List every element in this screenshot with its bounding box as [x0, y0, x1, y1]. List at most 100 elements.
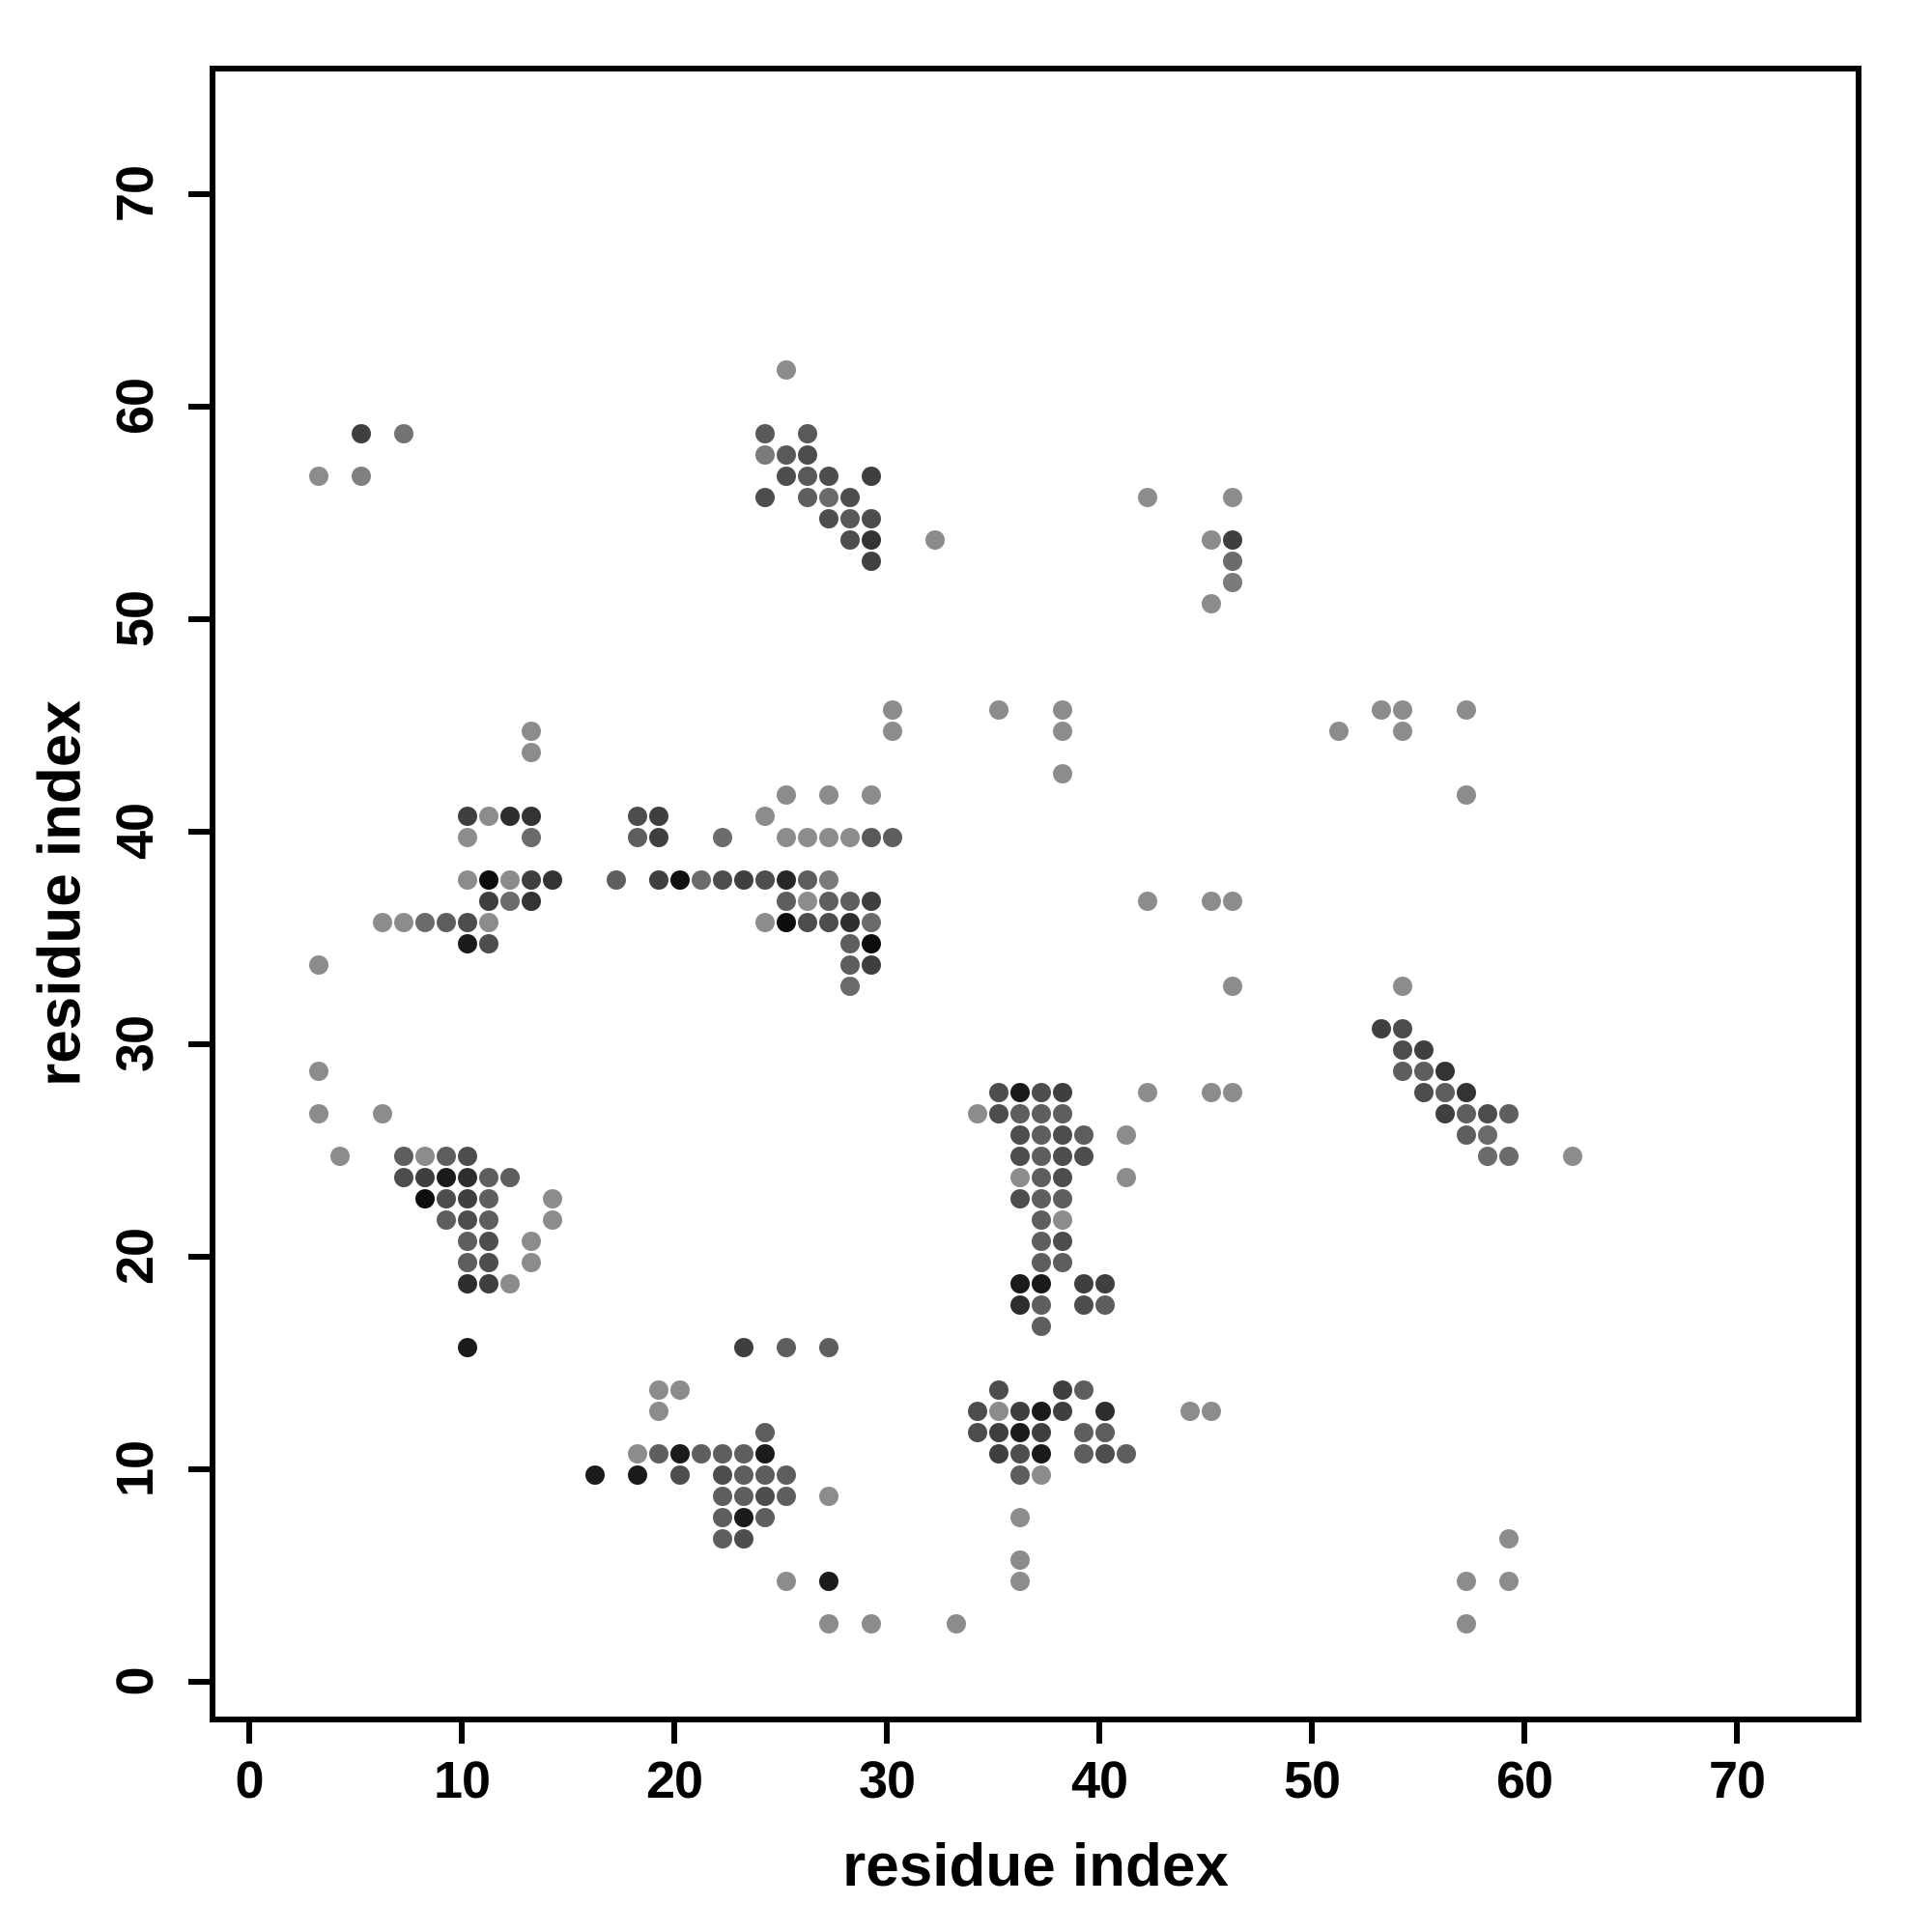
- contact-point: [1372, 700, 1391, 720]
- y-axis-tick-mark: [188, 404, 210, 410]
- contact-point: [862, 467, 881, 486]
- contact-point: [777, 467, 796, 486]
- contact-point: [1138, 1083, 1157, 1102]
- contact-point: [309, 955, 328, 975]
- contact-point: [755, 445, 775, 465]
- contact-point: [1478, 1147, 1497, 1166]
- contact-point: [437, 1168, 456, 1187]
- contact-point: [883, 828, 902, 847]
- contact-point: [1074, 1380, 1094, 1400]
- contact-point: [522, 743, 541, 762]
- contact-point: [1010, 1168, 1030, 1187]
- contact-point: [479, 1210, 498, 1230]
- contact-point: [819, 1338, 838, 1357]
- contact-point: [1223, 1083, 1242, 1102]
- contact-point: [1499, 1147, 1519, 1166]
- contact-point: [479, 1232, 498, 1251]
- contact-point: [840, 955, 860, 975]
- contact-point: [1032, 1402, 1051, 1421]
- contact-point: [819, 1614, 838, 1634]
- y-axis-tick-label: 70: [106, 165, 164, 223]
- contact-point: [1010, 1189, 1030, 1208]
- contact-point: [373, 913, 392, 932]
- x-axis-title: residue index: [842, 1833, 1229, 1899]
- contact-point: [394, 424, 413, 443]
- contact-point: [1435, 1083, 1455, 1102]
- x-axis-tick-label: 40: [1070, 1751, 1128, 1809]
- contact-point: [1053, 1168, 1072, 1187]
- contact-point: [1053, 1147, 1072, 1166]
- x-axis-tick-mark: [671, 1722, 677, 1744]
- contact-point: [989, 1104, 1009, 1123]
- contact-point: [862, 785, 881, 805]
- contact-point: [1010, 1125, 1030, 1145]
- contact-point: [1010, 1083, 1030, 1102]
- contact-point: [479, 892, 498, 911]
- contact-point: [458, 1274, 477, 1293]
- contact-point: [415, 913, 435, 932]
- contact-point: [1053, 700, 1072, 720]
- contact-point: [649, 1444, 668, 1463]
- y-axis-tick-label: 20: [106, 1228, 164, 1286]
- contact-point: [777, 785, 796, 805]
- contact-point: [862, 892, 881, 911]
- contact-point: [862, 828, 881, 847]
- y-axis-tick-label: 50: [106, 590, 164, 648]
- contact-point: [755, 1423, 775, 1442]
- contact-point: [713, 1444, 732, 1463]
- contact-point: [1095, 1274, 1115, 1293]
- contact-point: [862, 530, 881, 550]
- contact-point: [755, 807, 775, 826]
- contact-point: [777, 1487, 796, 1506]
- contact-point: [755, 1465, 775, 1485]
- contact-point: [330, 1147, 350, 1166]
- contact-point: [1202, 1402, 1221, 1421]
- contact-point: [1074, 1274, 1094, 1293]
- contact-point: [1202, 594, 1221, 613]
- x-axis-tick-label: 70: [1708, 1751, 1766, 1809]
- y-axis-tick-mark: [188, 829, 210, 835]
- x-axis-tick-mark: [884, 1722, 890, 1744]
- contact-point: [819, 509, 838, 528]
- contact-point: [755, 870, 775, 890]
- contact-point: [1032, 1189, 1051, 1208]
- contact-point: [1032, 1465, 1051, 1485]
- y-axis-tick-mark: [188, 1466, 210, 1472]
- contact-point: [1053, 764, 1072, 783]
- contact-point: [1372, 1019, 1391, 1038]
- contact-point: [819, 828, 838, 847]
- contact-point: [925, 530, 945, 550]
- contact-point: [1499, 1529, 1519, 1548]
- contact-point: [479, 1168, 498, 1187]
- y-axis-tick-mark: [188, 1254, 210, 1260]
- x-axis-tick-label: 60: [1495, 1751, 1553, 1809]
- contact-point: [1180, 1402, 1200, 1421]
- contact-point: [840, 913, 860, 932]
- y-axis-tick-label: 10: [106, 1440, 164, 1498]
- contact-point: [309, 1062, 328, 1081]
- contact-point: [1435, 1104, 1455, 1123]
- contact-point: [692, 870, 711, 890]
- contact-point: [989, 1444, 1009, 1463]
- contact-point: [649, 1380, 668, 1400]
- contact-point: [628, 807, 647, 826]
- contact-point: [1010, 1423, 1030, 1442]
- contact-point: [968, 1104, 987, 1123]
- contact-point: [500, 870, 520, 890]
- contact-point: [437, 1210, 456, 1230]
- contact-point: [1457, 1572, 1476, 1591]
- contact-point: [479, 934, 498, 953]
- contact-point: [479, 1189, 498, 1208]
- contact-point: [415, 1168, 435, 1187]
- contact-point: [1095, 1444, 1115, 1463]
- contact-point: [437, 1189, 456, 1208]
- contact-point: [479, 870, 498, 890]
- contact-point: [543, 1210, 562, 1230]
- contact-point: [777, 870, 796, 890]
- contact-point: [862, 934, 881, 953]
- contact-point: [798, 467, 817, 486]
- contact-point: [1223, 892, 1242, 911]
- contact-point: [947, 1614, 966, 1634]
- contact-point: [1032, 1444, 1051, 1463]
- contact-point: [670, 1380, 690, 1400]
